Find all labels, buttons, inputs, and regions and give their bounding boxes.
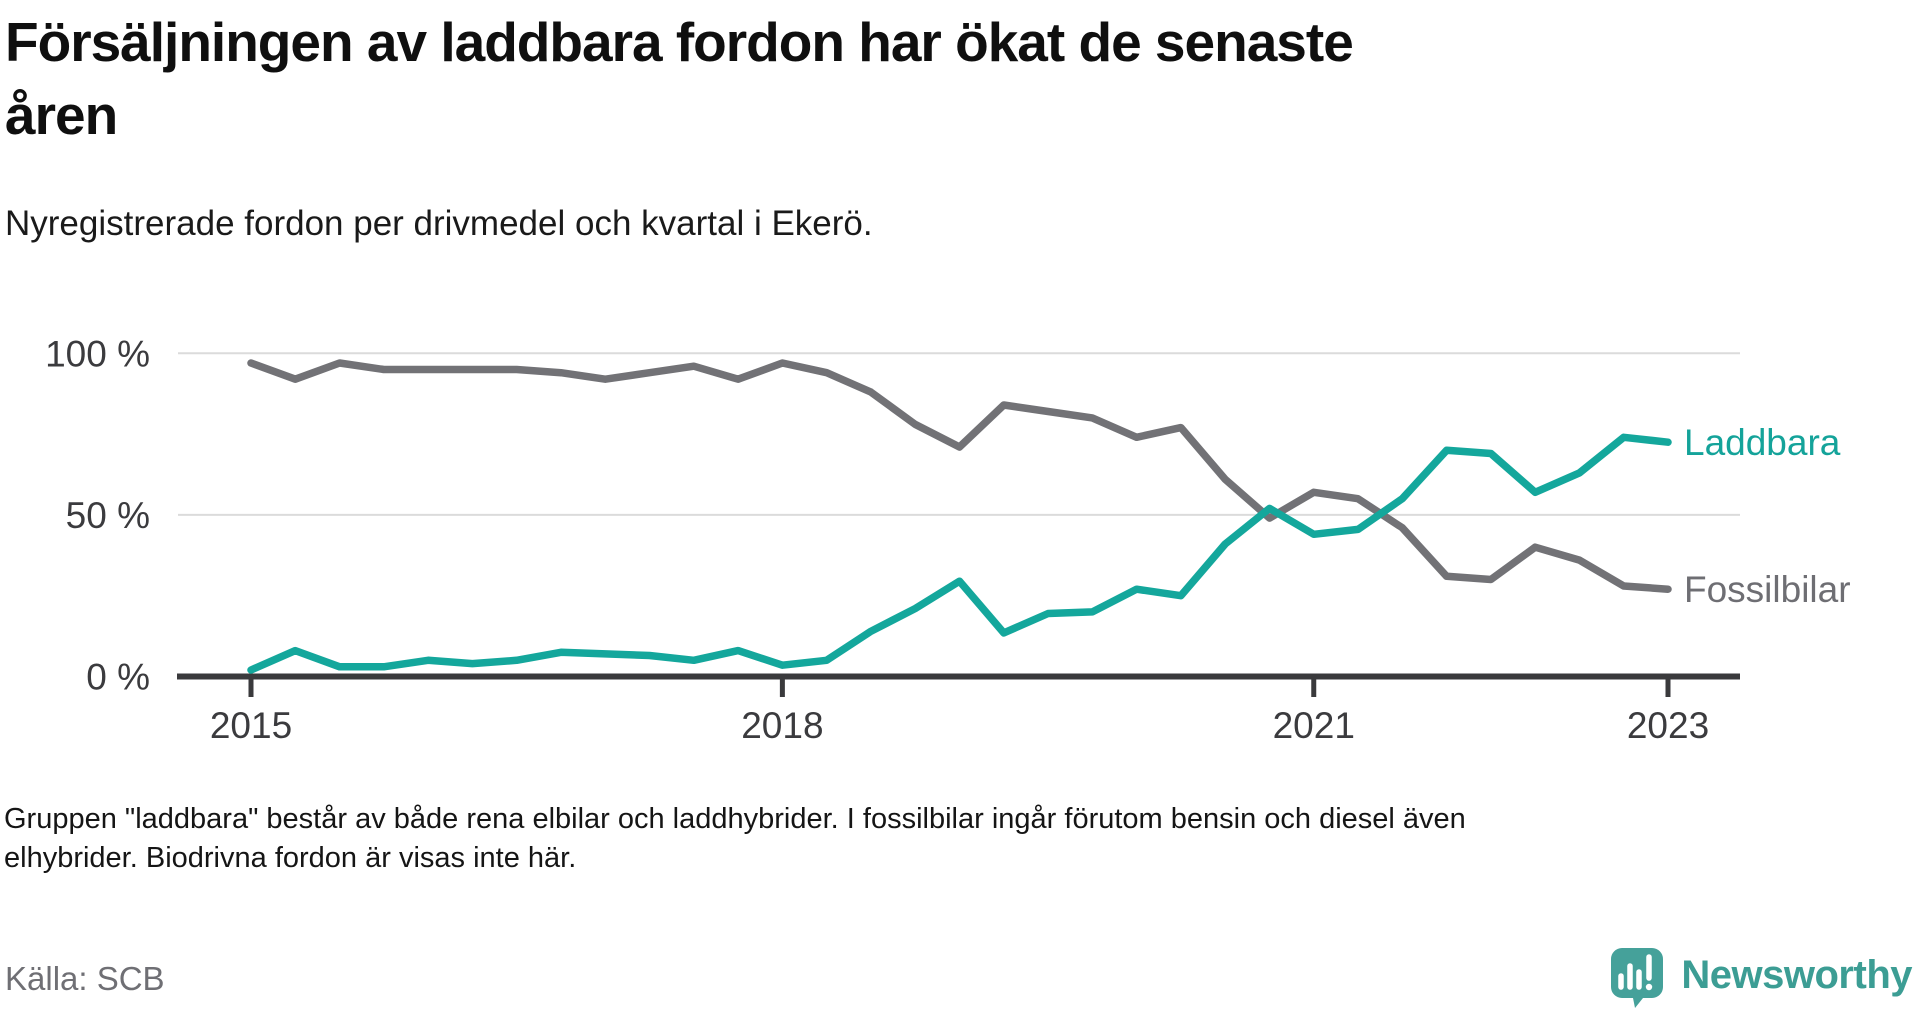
x-axis-label-2021: 2021	[1273, 705, 1355, 746]
newsworthy-wordmark: Newsworthy	[1681, 952, 1912, 997]
chart-title-line1: Försäljningen av laddbara fordon har öka…	[5, 11, 1354, 73]
chart-title: Försäljningen av laddbara fordon har öka…	[5, 6, 1354, 152]
chart-footnote: Gruppen "laddbara" består av både rena e…	[4, 800, 1466, 878]
chart-footnote-line2: elhybrider. Biodrivna fordon är visas in…	[4, 842, 577, 874]
x-axis-label-2023: 2023	[1627, 705, 1709, 746]
logo-exclamation-dot	[1646, 983, 1653, 991]
series-label-fossilbilar: Fossilbilar	[1684, 569, 1851, 610]
logo-bars	[1618, 954, 1653, 990]
newsworthy-brand: Newsworthy	[1609, 942, 1912, 1008]
series-label-laddbara: Laddbara	[1684, 422, 1841, 463]
series-line-laddbara	[247, 433, 1672, 674]
chart-title-line2: åren	[5, 84, 118, 146]
source-label: Källa: SCB	[5, 960, 165, 997]
y-axis-label-50: 50 %	[66, 495, 150, 536]
x-axis-label-2015: 2015	[210, 705, 292, 746]
chart-subtitle: Nyregistrerade fordon per drivmedel och …	[5, 204, 873, 243]
chart-footnote-line1: Gruppen "laddbara" består av både rena e…	[4, 803, 1466, 835]
series-line-fossilbilar	[247, 359, 1672, 593]
x-axis-label-2018: 2018	[741, 705, 823, 746]
y-axis-label-100: 100 %	[45, 333, 150, 374]
newsworthy-logo-icon	[1611, 948, 1664, 1008]
y-axis-label-0: 0 %	[86, 656, 150, 697]
